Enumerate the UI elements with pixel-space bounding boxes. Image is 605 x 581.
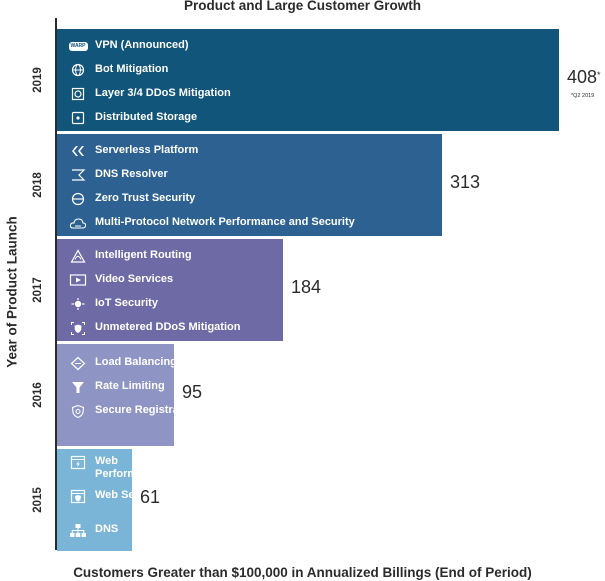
feature-item: Unmetered DDoS Mitigation [67,321,240,336]
feature-item: Bot Mitigation [67,63,168,77]
warp-badge-icon: WARP [68,42,88,51]
feature-item: DNS Resolver [67,168,168,182]
feature-label: IoT Security [95,297,158,309]
feature-item: WARP VPN (Announced) [67,39,189,52]
year-tick-label: 2018 [32,172,44,198]
feature-label: Web Security [95,489,165,501]
iot-icon [67,297,89,311]
feature-label: DNS [95,523,119,535]
footnote-star: * [597,70,601,80]
feature-item: Multi-Protocol Network Performance and S… [67,216,355,230]
feature-label: Rate Limiting [95,380,165,392]
y-axis-line [55,18,57,550]
feature-label: Serverless Platform [95,144,199,156]
network-cloud-icon [67,216,89,230]
serverless-icon [67,144,89,158]
shield-layers-icon [67,87,89,101]
routing-icon [67,249,89,264]
feature-item: Serverless Platform [67,144,198,158]
feature-label: Web Performance [95,455,163,480]
rate-limiting-icon [67,380,89,395]
feature-item: Layer 3/4 DDoS Mitigation [67,87,231,101]
footnote-text: *Q2 2019 [571,93,595,99]
zero-trust-icon [67,192,89,206]
feature-label: Zero Trust Security [95,192,196,204]
bar-2019: WARP VPN (Announced) Bot Mitigation Layer 3… [57,29,559,131]
data-label-2018: 313 [450,172,481,192]
feature-label: VPN (Announced) [95,39,189,51]
video-icon [67,273,89,287]
bar-2018: Serverless Platform DNS Resolver Zero Trus… [57,134,442,236]
year-tick-label: 2017 [32,277,44,303]
chart-title: Product and Large Customer Growth [183,0,422,13]
web-performance-icon [67,455,89,470]
feature-item: IoT Security [67,297,158,311]
feature-label: Multi-Protocol Network Performance and S… [95,216,355,228]
dns-flag-icon [67,168,89,182]
globe-icon [67,63,89,77]
y-axis-label: Year of Product Launch [4,216,20,368]
feature-label: Layer 3/4 DDoS Mitigation [95,87,231,99]
feature-item: Rate Limiting [67,380,165,395]
feature-label: DNS Resolver [95,168,168,180]
feature-label: Load Balancing [95,356,177,368]
dns-icon [67,523,89,538]
feature-item: Distributed Storage [67,111,197,125]
storage-icon [67,111,89,125]
registrar-icon [67,404,89,419]
year-tick-label: 2015 [32,487,44,513]
bar-2015: Web Performance Web Security DNS [57,449,165,551]
feature-label: Secure Registrar [95,404,184,416]
x-axis-label: Customers Greater than $100,000 in Annua… [73,565,532,580]
feature-item: Web Performance [67,455,185,481]
feature-label: Bot Mitigation [95,63,169,75]
feature-item: Load Balancing [67,356,177,371]
bar-2017: Intelligent Routing Video Services IoT Sec… [57,239,283,341]
year-tick-label: 2019 [32,67,44,93]
feature-item: Secure Registrar [67,404,183,419]
feature-label: Intelligent Routing [95,249,192,261]
feature-item: Intelligent Routing [67,249,192,264]
feature-label: Unmetered DDoS Mitigation [95,321,241,333]
feature-item: Web Security [67,489,185,504]
feature-item: DNS [67,523,118,538]
bar-2016: Load Balancing Rate Limiting Secure Regist… [57,344,183,446]
data-label-2016: 95 [182,382,203,402]
year-tick-label: 2016 [32,382,44,408]
data-label-2017: 184 [291,277,322,297]
feature-label: Distributed Storage [95,111,198,123]
data-label-2015: 61 [140,487,161,507]
ddos-shield-icon [67,321,89,336]
load-balancing-icon [67,356,89,371]
feature-item: Zero Trust Security [67,192,195,206]
feature-label: Video Services [95,273,174,285]
feature-item: Video Services [67,273,173,287]
web-security-icon [67,489,89,504]
data-label-2019: 408* [567,67,601,87]
